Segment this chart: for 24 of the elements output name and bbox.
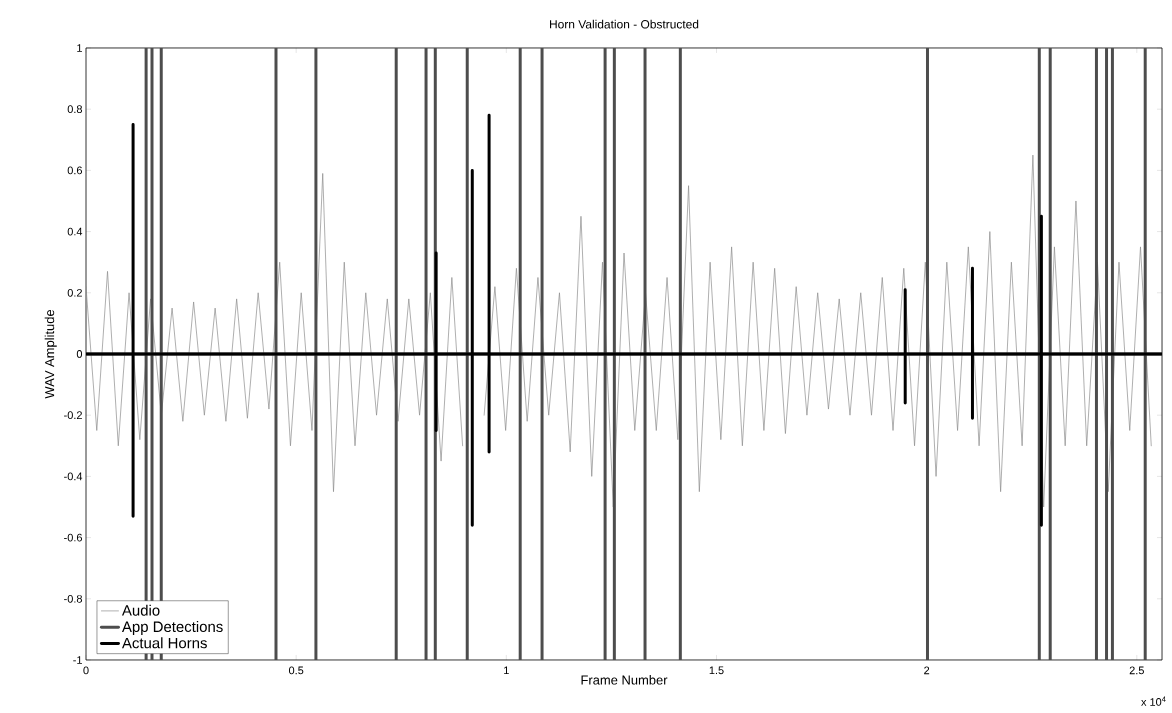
x-tick-label: 0 [83,666,89,675]
y-tick-label: 0.6 [67,166,83,175]
x-tick-label: 2.5 [1129,666,1144,675]
y-tick-label: 1 [77,44,82,52]
y-tick-label: -0.6 [64,533,82,542]
x-tick-label: 2 [924,666,930,675]
y-tick-label: 0 [76,350,83,358]
x-axis-title: Frame Number [581,675,668,685]
y-tick-label: 0.4 [67,227,83,236]
y-tick-label: -1 [73,656,82,664]
y-tick-label: -0.4 [64,472,83,481]
chart-title: Horn Validation - Obstructed [550,19,699,29]
x-tick-label: 0.5 [288,666,304,675]
legend-label: Audio [121,604,160,616]
legend-label: Actual Horns [121,637,207,649]
y-axis-title: WAV Amplitude [44,309,57,399]
x-tick-label: 1.5 [709,666,724,675]
x-tick-label: 1 [504,666,509,675]
y-tick-label: -0.2 [64,411,82,420]
y-tick-label: 0.2 [67,288,82,297]
text: x 10$^{4}$ [1141,696,1166,706]
y-tick-label: 0.8 [67,105,83,114]
y-tick-label: -0.8 [64,594,82,603]
legend-label: App Detections [121,621,223,635]
